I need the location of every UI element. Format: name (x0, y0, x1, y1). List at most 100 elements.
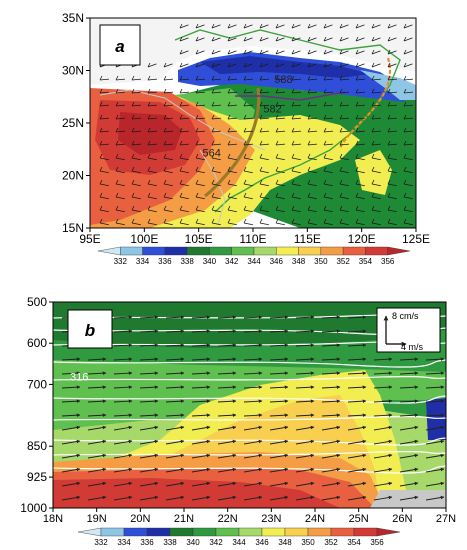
wind-barb (371, 36, 381, 42)
wind-barb (291, 140, 301, 146)
wind-vector (243, 343, 263, 347)
reference-vector-vertical-label: 8 cm/s (392, 311, 419, 321)
panel-a-y-tick-label: 30N (62, 64, 84, 78)
wind-vector (295, 343, 315, 347)
wind-barb (179, 153, 189, 161)
wind-vector (269, 315, 289, 319)
wind-barb (131, 88, 141, 94)
panel-a-colorbar-swatch (164, 246, 188, 256)
wind-barb (355, 62, 365, 68)
wind-barb (195, 153, 205, 161)
wind-barb (147, 127, 157, 133)
wind-vector (399, 413, 419, 417)
panel-a-colorbar-tick-label: 348 (292, 257, 306, 266)
wind-vector (295, 481, 315, 487)
wind-barb (131, 153, 141, 161)
wind-vector (321, 343, 341, 347)
wind-vector (347, 425, 367, 431)
wind-vector (295, 385, 315, 389)
wind-vector (165, 439, 185, 445)
wind-barb (131, 114, 141, 120)
wind-vector (191, 495, 211, 501)
wind-barb (147, 205, 157, 213)
wind-barb (115, 101, 125, 107)
wind-vector (217, 413, 237, 417)
wind-vector (347, 357, 367, 361)
wind-vector (425, 439, 445, 445)
wind-barb (115, 75, 125, 81)
wind-barb (275, 62, 285, 68)
panel-a-colorbar-tick-label: 334 (136, 257, 150, 266)
panel-a-wind-barbs (99, 23, 413, 226)
wind-barb (275, 127, 285, 133)
wind-vector (243, 371, 263, 375)
wind-vector (295, 399, 315, 403)
wind-barb (131, 140, 141, 146)
wind-barb (291, 88, 301, 94)
wind-barb (243, 140, 253, 146)
wind-barb (163, 205, 173, 213)
wind-barb (291, 62, 301, 68)
wind-vector (139, 385, 159, 389)
wind-barb (403, 88, 413, 94)
wind-barb (131, 75, 141, 81)
wind-barb (403, 205, 413, 213)
wind-barb (195, 75, 205, 81)
wind-barb (147, 192, 157, 200)
panel-b-colorbar-swatch (146, 527, 171, 537)
wind-vector (191, 385, 211, 389)
panel-b-x-tick-label: 19N (87, 513, 107, 525)
wind-vector (243, 425, 263, 431)
wind-barb (195, 62, 205, 68)
wind-barb (387, 75, 397, 81)
wind-barb (403, 101, 413, 107)
panel-a-colorbar-tick-label: 344 (247, 257, 261, 266)
wind-vector (139, 413, 159, 417)
wind-barb (339, 153, 349, 161)
panel-b-colorbar-tick-label: 334 (117, 538, 131, 547)
wind-vector (295, 329, 315, 333)
wind-vector (87, 453, 107, 459)
wind-vector (217, 357, 237, 361)
wind-barb (307, 192, 317, 200)
wind-barb (211, 205, 221, 213)
wind-vector (243, 329, 263, 333)
wind-vector (113, 425, 133, 431)
wind-vector (139, 439, 159, 445)
wind-vector (243, 453, 263, 459)
panel-a-label-box (99, 24, 141, 66)
wind-barb (259, 36, 269, 42)
wind-barb (323, 205, 333, 213)
wind-barb (355, 218, 365, 226)
wind-barb (291, 192, 301, 200)
panel-a: a 588 582 564 95E 100E 105E 110E 115E 120E 125E 1… (62, 11, 430, 266)
wind-vector (269, 453, 289, 459)
wind-barb (371, 140, 381, 146)
wind-barb (339, 88, 349, 94)
wind-barb (115, 166, 125, 174)
panel-b-colorbar-tick-label: 356 (370, 538, 384, 547)
wind-barb (403, 127, 413, 133)
wind-barb (307, 75, 317, 81)
wind-barb (339, 205, 349, 213)
panel-a-fill-crimson (118, 112, 182, 155)
wind-vector (61, 495, 81, 501)
wind-barb (243, 114, 253, 120)
wind-barb (307, 62, 317, 68)
wind-barb (195, 218, 205, 226)
wind-vector (347, 453, 367, 459)
wind-barb (323, 192, 333, 200)
panel-a-coastline (174, 29, 401, 213)
wind-barb (179, 140, 189, 146)
wind-barb (387, 127, 397, 133)
wind-vector (399, 495, 419, 501)
wind-barb (355, 179, 365, 187)
wind-vector (165, 495, 185, 501)
wind-barb (275, 88, 285, 94)
wind-vector (425, 413, 445, 417)
wind-barb (323, 218, 333, 226)
wind-barb (355, 205, 365, 213)
wind-barb (163, 179, 173, 187)
panel-b-x-tick-label: 21N (174, 513, 194, 525)
wind-vector (347, 329, 367, 333)
